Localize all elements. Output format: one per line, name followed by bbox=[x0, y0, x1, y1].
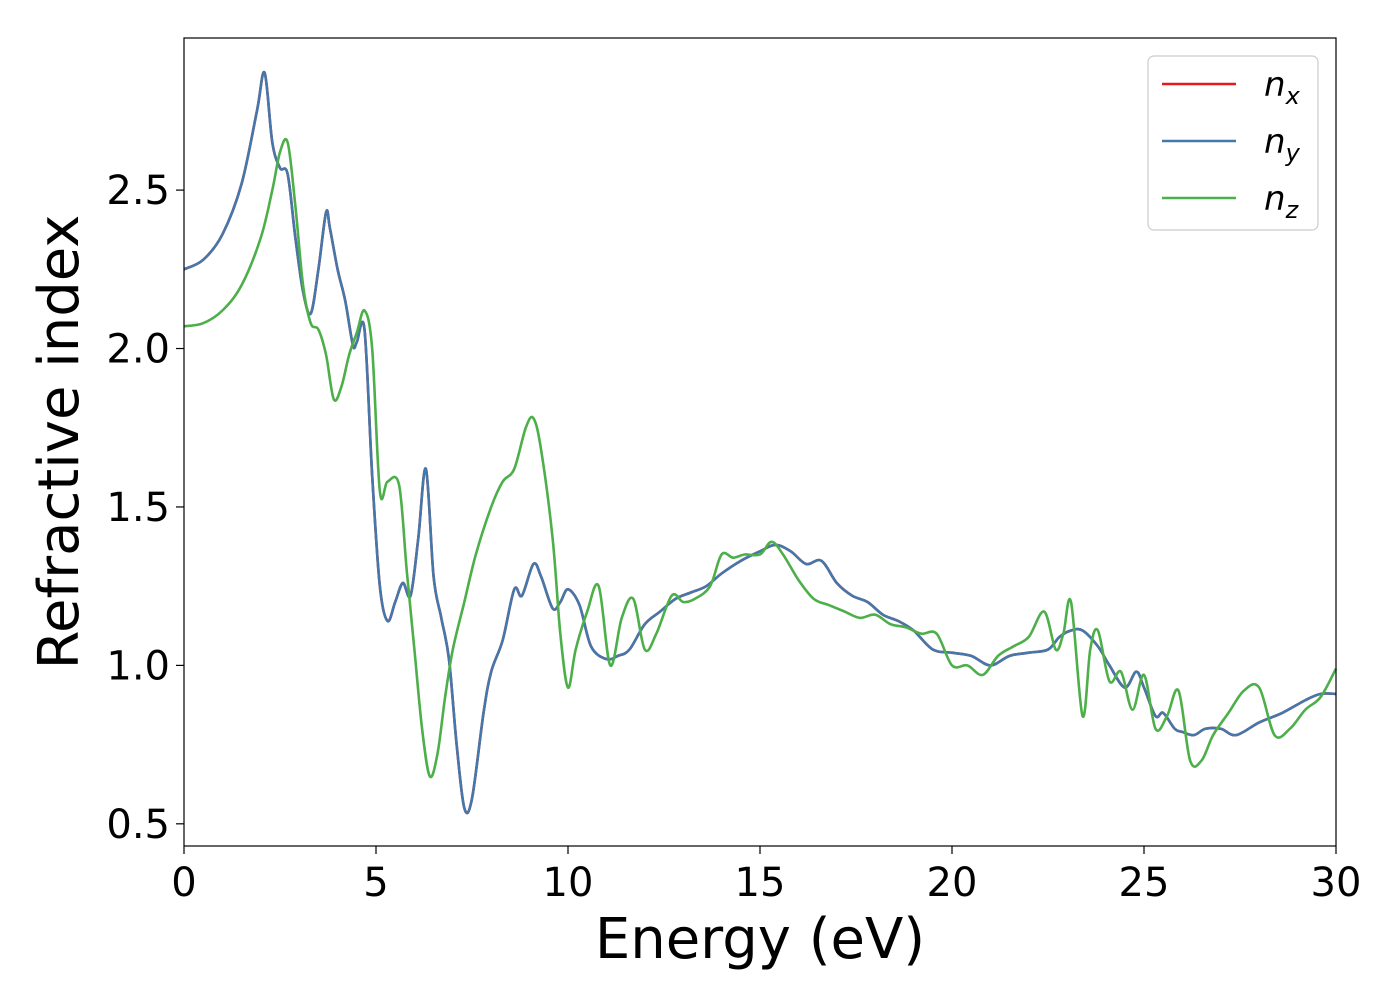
y-tick-label: 1.5 bbox=[106, 485, 170, 531]
y-tick-label: 0.5 bbox=[106, 802, 170, 848]
legend-label-subscript: z bbox=[1285, 196, 1300, 224]
x-tick-label: 10 bbox=[543, 860, 594, 906]
legend-label-subscript: y bbox=[1285, 139, 1301, 167]
x-tick-label: 15 bbox=[735, 860, 786, 906]
legend-label-base: n bbox=[1264, 122, 1286, 162]
x-tick-label: 5 bbox=[363, 860, 388, 906]
x-axis-label: Energy (eV) bbox=[595, 907, 925, 972]
legend-label-base: n bbox=[1264, 179, 1286, 219]
legend-label-ny: ny bbox=[1264, 122, 1301, 167]
x-tick-label: 0 bbox=[171, 860, 196, 906]
legend-label-nz: nz bbox=[1264, 179, 1300, 224]
legend-label-nx: nx bbox=[1264, 65, 1301, 110]
legend-label-base: n bbox=[1264, 65, 1286, 105]
y-tick-label: 2.5 bbox=[106, 168, 170, 214]
x-axis: 0 5 10 15 20 25 30 bbox=[171, 846, 1361, 906]
legend-box bbox=[1147, 55, 1319, 231]
series-line-nz bbox=[183, 137, 1338, 779]
legend-label-subscript: x bbox=[1285, 82, 1301, 110]
y-tick-label: 2.0 bbox=[106, 327, 170, 373]
y-axis: 0.5 1.0 1.5 2.0 2.5 bbox=[106, 168, 184, 848]
y-axis-label: Refractive index bbox=[27, 215, 92, 670]
y-tick-label: 1.0 bbox=[106, 643, 170, 689]
series-layer bbox=[183, 70, 1338, 815]
series-line-ny bbox=[183, 70, 1337, 815]
x-tick-label: 25 bbox=[1119, 860, 1170, 906]
x-tick-label: 20 bbox=[927, 860, 978, 906]
x-tick-label: 30 bbox=[1311, 860, 1362, 906]
